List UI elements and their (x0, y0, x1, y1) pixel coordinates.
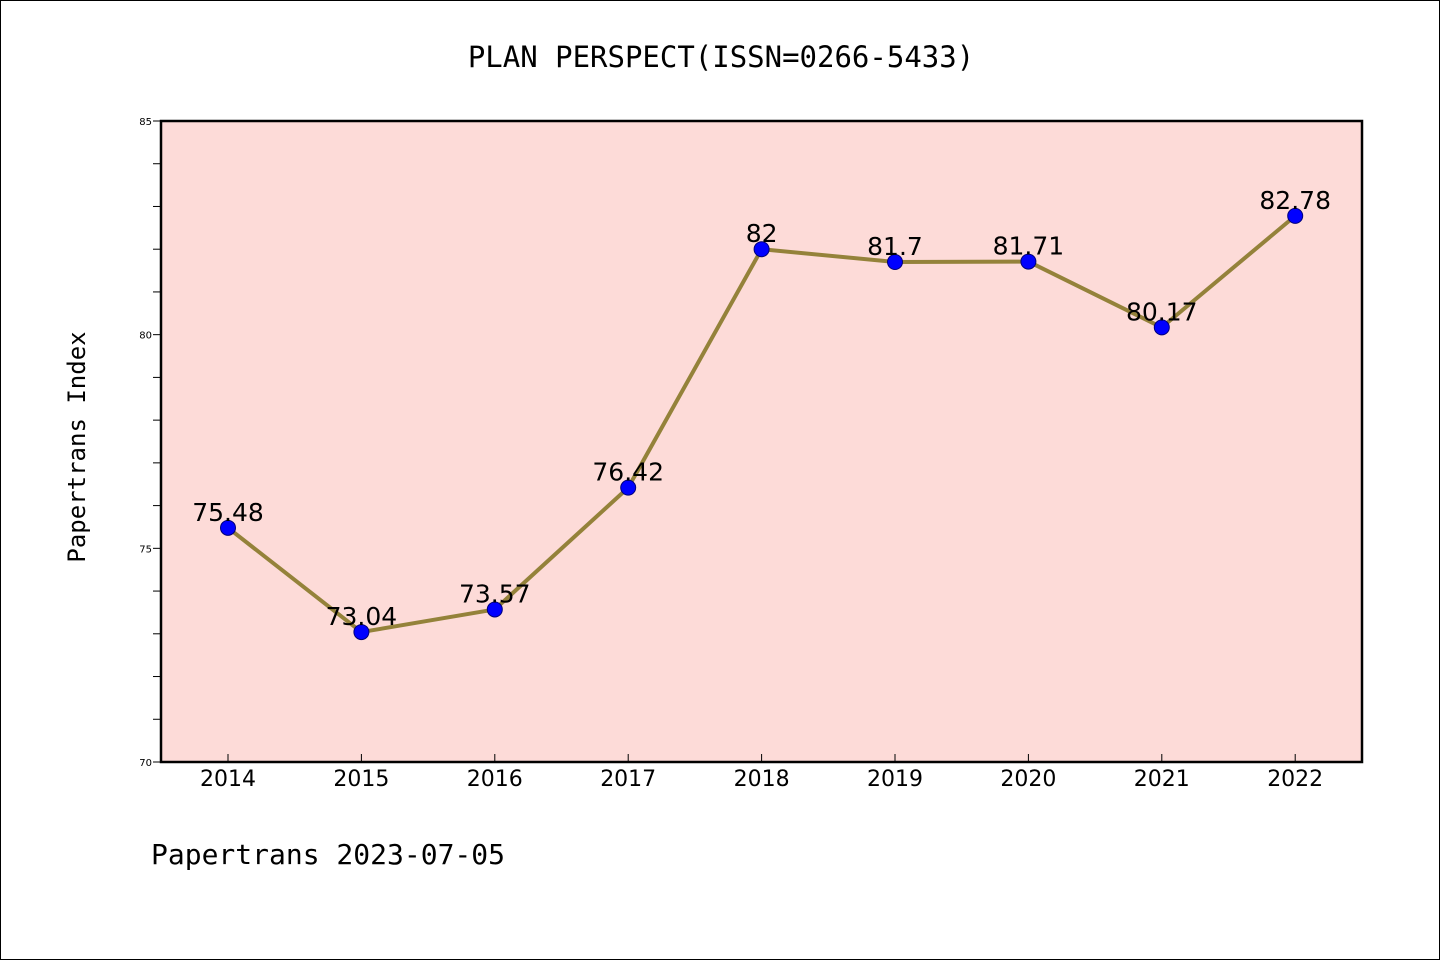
data-point-marker (1020, 253, 1037, 270)
data-point-marker (353, 624, 370, 641)
plot-area (159, 119, 1364, 764)
data-value-label: 82 (746, 219, 778, 248)
x-axis: 2014 2015 2016 2017 2018 2019 2020 2021 2022 (200, 754, 1323, 792)
footer-caption: Papertrans 2023-07-05 (151, 838, 505, 871)
data-labels: 75.48 73.04 73.57 76.42 82 81.7 81.71 80.17 82.7… (192, 186, 1331, 631)
data-value-label: 81.71 (993, 232, 1065, 261)
x-tick-label: 2016 (467, 767, 523, 792)
x-tick-label: 2022 (1267, 767, 1323, 792)
data-value-label: 73.57 (459, 579, 531, 608)
x-tick-label: 2017 (600, 767, 656, 792)
x-tick-label: 2018 (734, 767, 790, 792)
data-point-marker (486, 601, 503, 618)
y-tick-label: 85 (139, 117, 152, 128)
y-axis-label: Papertrans Index (63, 331, 91, 562)
data-point-marker (620, 479, 637, 496)
x-tick-label: 2021 (1134, 767, 1190, 792)
data-value-label: 75.48 (192, 498, 264, 527)
y-tick-label: 70 (139, 758, 152, 769)
data-value-label: 82.78 (1259, 186, 1331, 215)
data-value-label: 80.17 (1126, 297, 1198, 326)
data-point-marker (1153, 319, 1170, 336)
x-tick-label: 2014 (200, 767, 256, 792)
x-tick-label: 2015 (333, 767, 389, 792)
data-point-marker (220, 519, 236, 536)
x-tick-label: 2020 (1000, 767, 1056, 792)
chart-title: PLAN PERSPECT(ISSN=0266-5433) (468, 40, 974, 74)
data-value-label: 76.42 (592, 458, 664, 487)
y-axis: 70 75 80 85 (139, 117, 161, 769)
data-point-marker (753, 241, 770, 258)
data-point-marker (887, 254, 903, 271)
data-markers (220, 207, 1304, 641)
data-value-label: 73.04 (326, 602, 398, 631)
data-value-label: 81.7 (867, 232, 923, 261)
y-tick-label: 75 (139, 544, 152, 555)
data-point-marker (1287, 207, 1304, 224)
y-tick-label: 80 (139, 331, 152, 342)
x-tick-label: 2019 (867, 767, 923, 792)
